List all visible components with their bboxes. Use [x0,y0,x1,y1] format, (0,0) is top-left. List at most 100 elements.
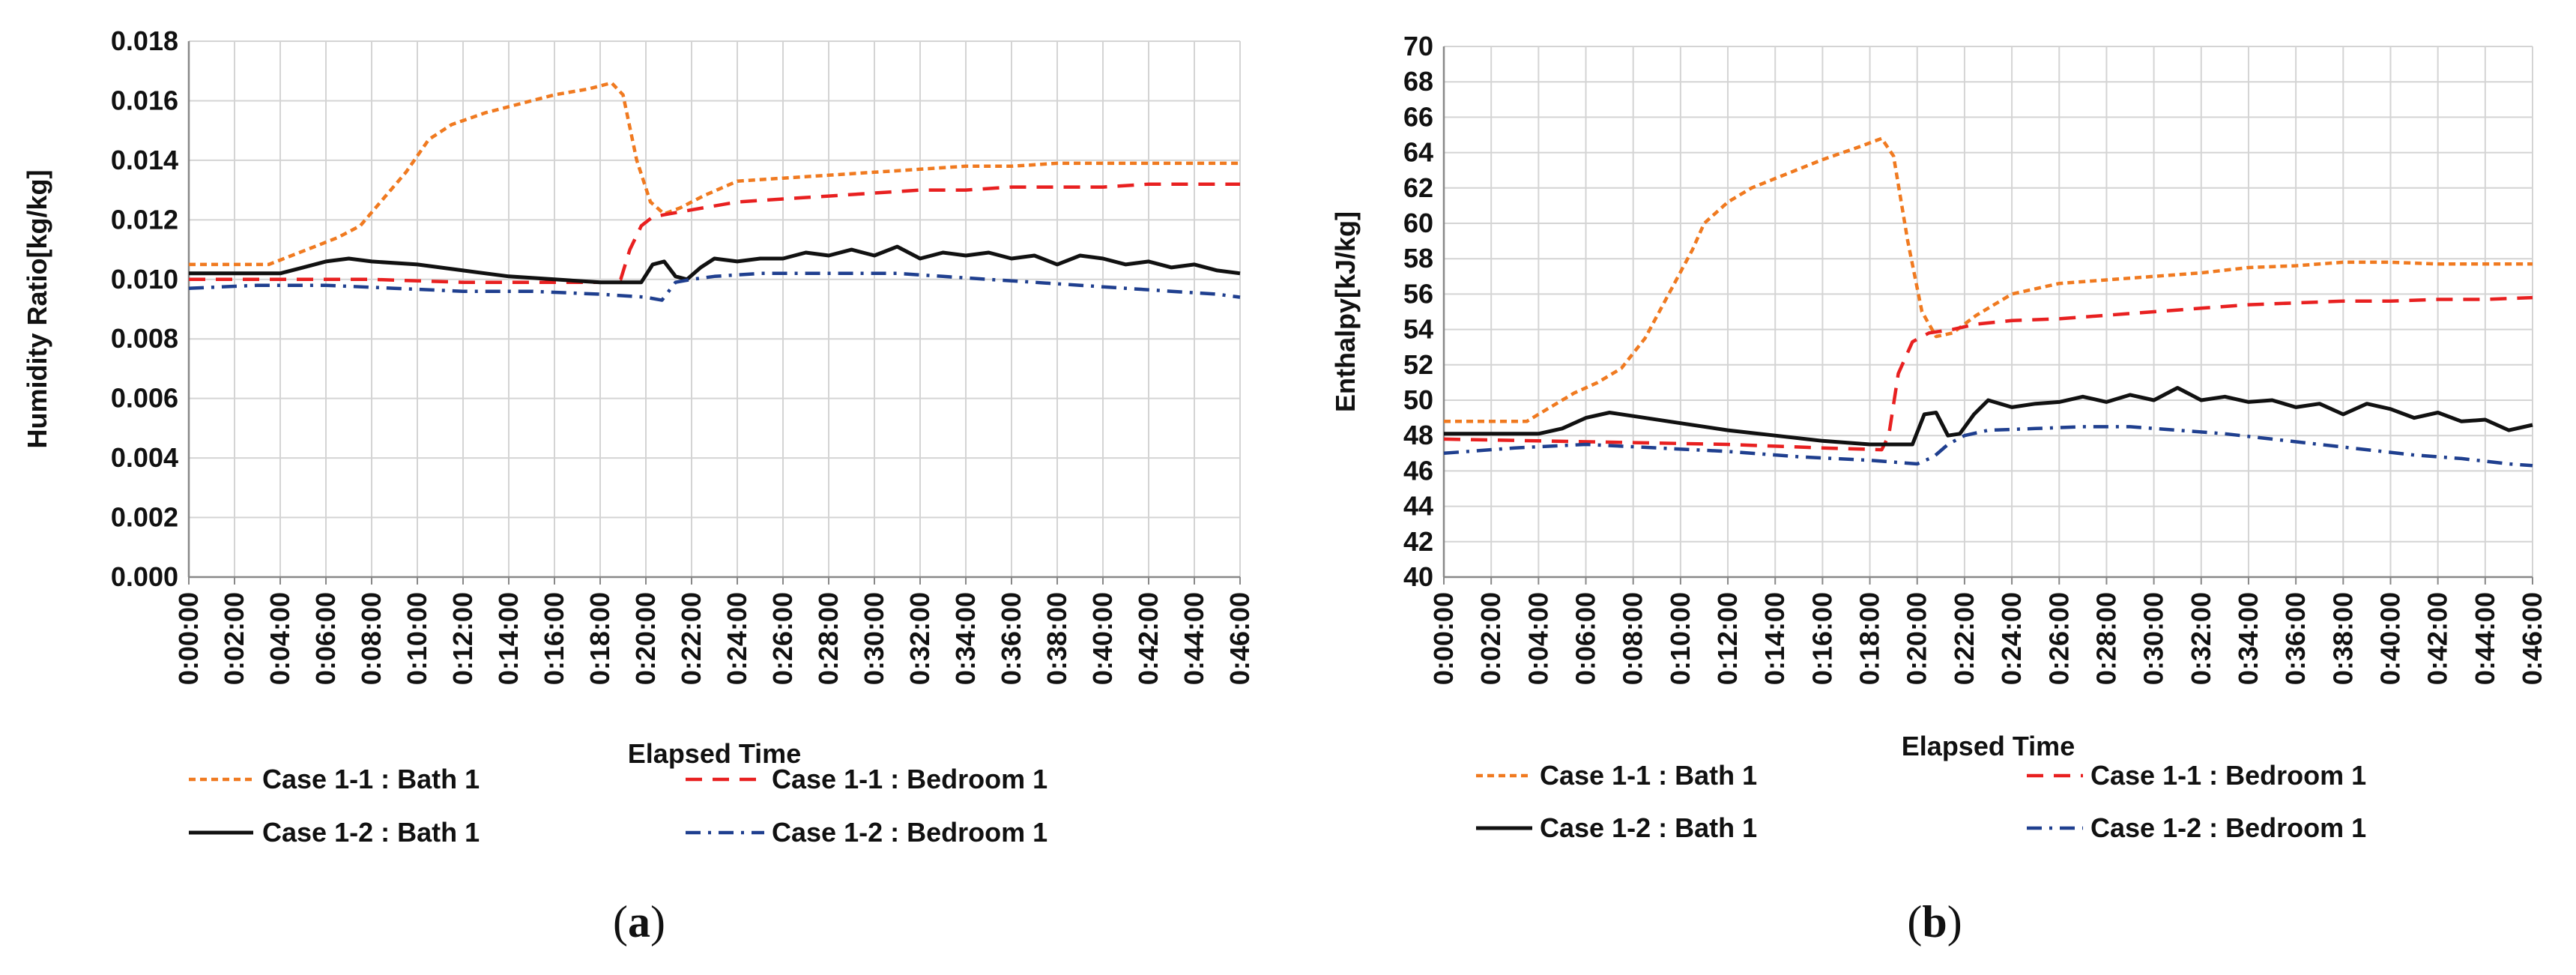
x-tick-label: 0:28:00 [813,592,844,685]
x-tick-label: 0:44:00 [1179,592,1209,685]
x-tick-label: 0:02:00 [1475,592,1506,685]
y-tick-label: 42 [1403,526,1433,557]
series-line-1 [1444,136,2533,423]
y-tick-label: 0.014 [111,145,178,175]
x-tick-label: 0:34:00 [950,592,981,685]
x-tick-label: 0:36:00 [2280,592,2311,685]
panel-label-open-paren: ( [613,897,628,947]
y-tick-label: 0.008 [111,323,178,354]
y-tick-label: 50 [1403,384,1433,415]
y-tick-label: 0.016 [111,85,178,115]
x-tick-label: 0:10:00 [1665,592,1696,685]
y-tick-label: 48 [1403,420,1433,450]
x-tick-label: 0:18:00 [1854,592,1885,685]
x-tick-label: 0:20:00 [630,592,661,685]
y-tick-label: 46 [1403,455,1433,486]
legend-label-1: Case 1-1 : Bath 1 [262,764,480,794]
y-tick-label: 64 [1403,137,1433,168]
x-tick-label: 0:40:00 [2374,592,2405,685]
x-tick-label: 0:40:00 [1087,592,1118,685]
panel-label-letter: b [1922,897,1947,947]
x-tick-label: 0:16:00 [539,592,569,685]
x-tick-label: 0:12:00 [447,592,478,685]
x-tick-label: 0:14:00 [1759,592,1790,685]
y-tick-label: 62 [1403,172,1433,203]
x-tick-label: 0:08:00 [356,592,387,685]
x-tick-label: 0:34:00 [2233,592,2264,685]
series-line-3 [1444,386,2533,447]
x-tick-label: 0:04:00 [264,592,295,685]
x-tick-label: 0:00:00 [1428,592,1459,685]
x-tick-label: 0:38:00 [2327,592,2358,685]
y-tick-label: 0.012 [111,204,178,235]
x-tick-label: 0:12:00 [1712,592,1743,685]
y-tick-label: 0.004 [111,442,178,473]
x-tick-label: 0:42:00 [2422,592,2453,685]
legend-label-4: Case 1-2 : Bedroom 1 [772,817,1047,848]
x-tick-label: 0:24:00 [1996,592,2027,685]
x-tick-label: 0:30:00 [2138,592,2169,685]
x-tick-label: 0:08:00 [1618,592,1648,685]
y-tick-label: 68 [1403,66,1433,97]
x-tick-label: 0:22:00 [1949,592,1980,685]
legend-label-3: Case 1-2 : Bath 1 [1540,812,1757,843]
x-axis-title: Elapsed Time [628,738,801,769]
y-tick-label: 44 [1403,491,1433,522]
x-tick-label: 0:24:00 [722,592,752,685]
y-tick-label: 0.010 [111,264,178,295]
x-tick-label: 0:20:00 [1902,592,1932,685]
x-tick-label: 0:18:00 [584,592,615,685]
legend-label-3: Case 1-2 : Bath 1 [262,817,480,848]
legend-label-2: Case 1-1 : Bedroom 1 [772,764,1047,794]
x-tick-label: 0:02:00 [219,592,250,685]
y-tick-label: 0.006 [111,383,178,414]
x-tick-label: 0:06:00 [1570,592,1601,685]
series-line-4 [188,271,1241,302]
y-tick-label: 56 [1403,278,1433,309]
x-tick-label: 0:38:00 [1041,592,1072,685]
x-tick-label: 0:10:00 [402,592,432,685]
panel-label-open-paren: ( [1907,897,1922,947]
series-line-3 [189,244,1241,285]
y-tick-label: 54 [1403,314,1433,345]
series-line-1 [189,81,1240,267]
y-tick-label: 0.018 [111,25,178,56]
x-tick-label: 0:44:00 [2470,592,2500,685]
x-tick-label: 0:32:00 [2186,592,2216,685]
x-tick-label: 0:46:00 [2517,592,2548,685]
y-tick-label: 0.000 [111,561,178,592]
y-tick-label: 60 [1403,208,1433,238]
series-line-2 [1443,295,2533,452]
x-tick-label: 0:46:00 [1224,592,1255,685]
y-axis-title: Enthalpy[kJ/kg] [1330,211,1361,412]
x-tick-label: 0:26:00 [2043,592,2074,685]
y-tick-label: 52 [1403,349,1433,380]
y-tick-label: 66 [1403,101,1433,132]
x-tick-label: 0:32:00 [904,592,935,685]
series-line-4 [1443,425,2533,468]
x-tick-label: 0:22:00 [676,592,707,685]
panel-label: (b) [1907,897,1962,947]
x-tick-label: 0:26:00 [767,592,798,685]
x-tick-label: 0:14:00 [493,592,524,685]
legend-label-2: Case 1-1 : Bedroom 1 [2090,760,2366,791]
x-tick-label: 0:06:00 [310,592,341,685]
x-tick-label: 0:00:00 [173,592,204,685]
panel-label-close-paren: ) [1947,897,1962,947]
chart-panel-a: 0.000 0.002 0.004 0.006 0.008 0.010 0.012 0.014… [22,25,1255,947]
legend-label-1: Case 1-1 : Bath 1 [1540,760,1757,791]
x-tick-label: 0:42:00 [1133,592,1164,685]
panel-label: (a) [613,897,665,947]
panel-label-letter: a [628,897,650,947]
x-tick-label: 0:30:00 [859,592,889,685]
series-line-2 [189,182,1240,284]
x-tick-label: 0:04:00 [1523,592,1553,685]
y-tick-label: 70 [1403,31,1433,61]
x-tick-label: 0:36:00 [996,592,1027,685]
x-tick-label: 0:28:00 [2090,592,2121,685]
y-tick-label: 0.002 [111,502,178,533]
legend-label-4: Case 1-2 : Bedroom 1 [2090,812,2366,843]
y-tick-label: 58 [1403,243,1433,274]
